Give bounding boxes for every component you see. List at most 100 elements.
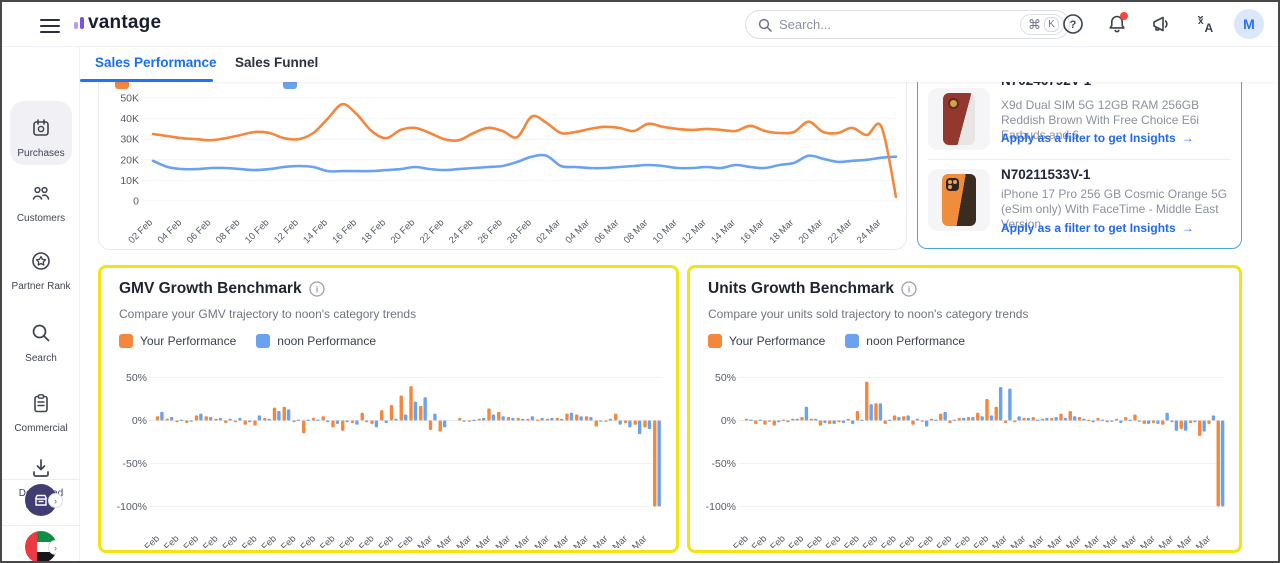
- svg-text:-50%: -50%: [122, 458, 147, 470]
- svg-text:02 Feb: 02 Feb: [126, 217, 155, 246]
- search-placeholder: Search...: [779, 17, 832, 32]
- apply-filter-link[interactable]: Apply as a filter to get Insights →: [1001, 221, 1194, 235]
- info-icon[interactable]: i: [901, 281, 917, 297]
- legend-label: Your Performance: [729, 334, 826, 348]
- svg-text:06 Mar: 06 Mar: [593, 217, 622, 246]
- purchases-icon: [33, 119, 49, 136]
- info-icon[interactable]: i: [308, 281, 325, 297]
- country-flag-button[interactable]: ›: [25, 531, 57, 561]
- commercial-icon: [34, 394, 48, 413]
- sidebar-divider: [2, 479, 80, 480]
- command-icon: ⌘: [1028, 16, 1041, 32]
- svg-text:08 Feb: 08 Feb: [214, 217, 243, 246]
- svg-text:28 Feb: 28 Feb: [505, 217, 534, 246]
- svg-text:02 Mar: 02 Mar: [534, 217, 563, 246]
- arrow-right-icon: →: [1181, 221, 1194, 235]
- sales-trend-card: 50K 40K 30K 20K 10K 0 02 Feb 04 Feb 06 Feb 08 Feb…: [98, 82, 907, 250]
- legend-swatch-your: [119, 334, 133, 348]
- keyboard-shortcut-badge: ⌘ K: [1020, 14, 1064, 35]
- svg-text:50%: 50%: [715, 372, 736, 384]
- download-icon: [33, 459, 49, 477]
- svg-text:20 Feb: 20 Feb: [389, 217, 418, 246]
- sales-trend-chart: 50K 40K 30K 20K 10K 0 02 Feb 04 Feb 06 Feb 08 Feb…: [120, 93, 898, 246]
- svg-text:16 Mar: 16 Mar: [738, 217, 767, 246]
- apply-filter-link[interactable]: Apply as a filter to get Insights →: [1001, 131, 1194, 145]
- svg-text:12 Mar: 12 Mar: [680, 217, 709, 246]
- language-button[interactable]: x A: [1190, 9, 1220, 39]
- sidebar-item-label: Purchases: [17, 148, 65, 159]
- search-icon: [32, 324, 50, 342]
- product-image: [928, 169, 990, 231]
- svg-text:14 Mar: 14 Mar: [709, 217, 738, 246]
- sidebar-item-customers[interactable]: Customers: [2, 182, 80, 225]
- partner-rank-icon: [32, 252, 50, 270]
- legend-swatch-noon: [845, 334, 860, 348]
- panel-subtitle: Compare your GMV trajectory to noon's ca…: [119, 307, 417, 321]
- svg-text:20 Mar: 20 Mar: [797, 217, 826, 246]
- key-k: K: [1044, 17, 1059, 32]
- svg-text:10 Feb: 10 Feb: [243, 217, 272, 246]
- help-button[interactable]: ?: [1058, 9, 1088, 39]
- legend-swatch-noon: [283, 82, 297, 89]
- svg-text:24 Feb: 24 Feb: [447, 217, 476, 246]
- gmv-benchmark-panel: GMV Growth Benchmark i Compare your GMV …: [98, 265, 679, 553]
- svg-text:04 Mar: 04 Mar: [563, 217, 592, 246]
- svg-text:-100%: -100%: [706, 501, 736, 513]
- sidebar-item-label: Partner Rank: [11, 281, 71, 292]
- sidebar-item-search[interactable]: Search: [2, 322, 80, 365]
- panel-subtitle: Compare your units sold trajectory to no…: [708, 307, 1029, 321]
- sidebar-item-purchases[interactable]: Purchases: [2, 101, 80, 165]
- translate-icon: x A: [1197, 15, 1214, 35]
- chart-legend: Your Performance noon Performance: [119, 334, 376, 348]
- svg-text:10 Mar: 10 Mar: [651, 217, 680, 246]
- svg-text:-50%: -50%: [711, 458, 736, 470]
- svg-text:08 Mar: 08 Mar: [622, 217, 651, 246]
- svg-text:20K: 20K: [120, 154, 139, 166]
- tabs-bar: Sales Performance Sales Funnel: [80, 47, 1278, 82]
- svg-text:i: i: [315, 285, 318, 295]
- svg-text:12 Feb: 12 Feb: [272, 217, 301, 246]
- sidebar-item-label: Customers: [16, 213, 66, 224]
- top-header: vantage Search... ⌘ K ?: [2, 2, 1278, 47]
- help-icon: ?: [1063, 14, 1083, 34]
- svg-text:02 Feb: 02 Feb: [722, 533, 751, 548]
- units-benchmark-panel: Units Growth Benchmark i Compare your un…: [687, 265, 1242, 553]
- svg-text:14 Feb: 14 Feb: [301, 217, 330, 246]
- svg-text:22 Feb: 22 Feb: [418, 217, 447, 246]
- svg-text:0: 0: [133, 196, 139, 208]
- tab-sales-performance[interactable]: Sales Performance: [95, 55, 217, 70]
- search-input[interactable]: Search... ⌘ K: [745, 10, 1070, 39]
- svg-text:50%: 50%: [126, 372, 147, 384]
- svg-text:40K: 40K: [120, 113, 139, 125]
- svg-text:i: i: [908, 285, 911, 295]
- svg-text:10K: 10K: [120, 175, 139, 187]
- product-description: X9d Dual SIM 5G 12GB RAM 256GB Reddish B…: [1001, 98, 1200, 142]
- svg-text:22 Mar: 22 Mar: [826, 217, 855, 246]
- svg-text:50K: 50K: [120, 93, 139, 105]
- tab-sales-funnel[interactable]: Sales Funnel: [235, 55, 319, 70]
- sidebar-item-partner-rank[interactable]: Partner Rank: [2, 250, 80, 293]
- panel-title: Units Growth Benchmark: [708, 280, 895, 297]
- notification-dot: [1120, 12, 1128, 20]
- svg-text:06 Feb: 06 Feb: [185, 217, 214, 246]
- sidebar-item-commercial[interactable]: Commercial: [2, 392, 80, 435]
- hamburger-menu-icon[interactable]: [40, 15, 60, 33]
- svg-text:02 Feb: 02 Feb: [133, 533, 162, 548]
- notifications-button[interactable]: [1102, 9, 1132, 39]
- announcements-button[interactable]: [1146, 9, 1176, 39]
- megaphone-icon: [1153, 16, 1168, 32]
- product-image: [928, 88, 990, 150]
- panel-title: GMV Growth Benchmark: [119, 280, 302, 297]
- card-divider: [928, 159, 1231, 160]
- svg-text:18 Feb: 18 Feb: [360, 217, 389, 246]
- red-phone-image: [943, 93, 975, 145]
- chevron-badge: ›: [48, 493, 63, 508]
- product-insights-card: N70246792V-1 X9d Dual SIM 5G 12GB RAM 25…: [917, 82, 1242, 249]
- main-content: 50K 40K 30K 20K 10K 0 02 Feb 04 Feb 06 Feb 08 Feb…: [80, 82, 1278, 561]
- user-avatar[interactable]: M: [1234, 9, 1264, 39]
- storefront-icon: [34, 494, 48, 506]
- noon-app-button[interactable]: ›: [25, 484, 63, 516]
- svg-text:24 Mar: 24 Mar: [855, 217, 884, 246]
